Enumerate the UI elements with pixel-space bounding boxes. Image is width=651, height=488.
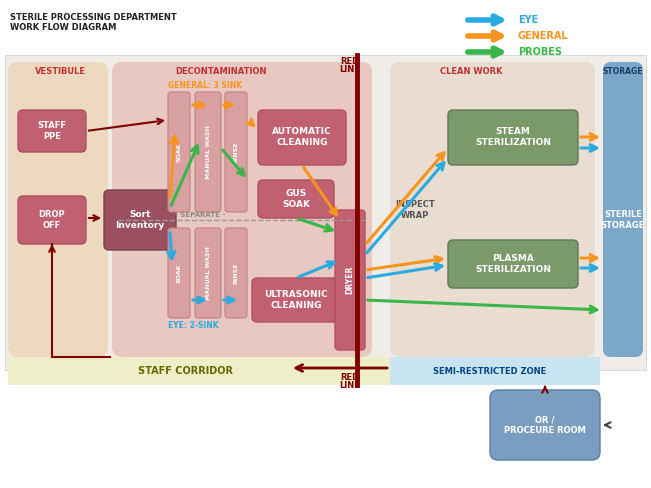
- FancyBboxPatch shape: [195, 228, 221, 318]
- FancyBboxPatch shape: [252, 278, 340, 322]
- Text: INSPECT
WRAP: INSPECT WRAP: [395, 200, 435, 220]
- Text: DECONTAMINATION: DECONTAMINATION: [175, 67, 266, 77]
- Bar: [8, 357, 390, 385]
- Text: VESTIBULE: VESTIBULE: [35, 67, 86, 77]
- Text: RED: RED: [340, 373, 359, 383]
- Text: ULTRASONIC
CLEANING: ULTRASONIC CLEANING: [264, 290, 328, 310]
- Text: AUTOMATIC
CLEANING: AUTOMATIC CLEANING: [272, 127, 332, 147]
- FancyBboxPatch shape: [112, 62, 372, 357]
- Text: STAFF
PPE: STAFF PPE: [38, 122, 66, 141]
- FancyBboxPatch shape: [18, 110, 86, 152]
- FancyBboxPatch shape: [8, 62, 108, 357]
- FancyBboxPatch shape: [168, 92, 190, 212]
- Text: STORAGE: STORAGE: [603, 67, 643, 77]
- Text: SOAK: SOAK: [176, 142, 182, 162]
- Text: CLEAN WORK: CLEAN WORK: [440, 67, 503, 77]
- Text: RINSE: RINSE: [234, 262, 238, 284]
- FancyBboxPatch shape: [258, 180, 334, 218]
- FancyBboxPatch shape: [448, 240, 578, 288]
- Text: DROP
OFF: DROP OFF: [38, 210, 65, 230]
- FancyBboxPatch shape: [225, 92, 247, 212]
- Text: LINE: LINE: [340, 65, 361, 75]
- Text: WORK FLOW DIAGRAM: WORK FLOW DIAGRAM: [10, 23, 117, 33]
- Text: PLASMA
STERILIZATION: PLASMA STERILIZATION: [475, 254, 551, 274]
- Text: STERILE
STORAGE: STERILE STORAGE: [601, 210, 645, 230]
- Bar: [5, 55, 646, 370]
- Text: Sort
Inventory: Sort Inventory: [115, 210, 165, 230]
- Text: STAFF CORRIDOR: STAFF CORRIDOR: [137, 366, 232, 376]
- FancyBboxPatch shape: [448, 110, 578, 165]
- FancyBboxPatch shape: [258, 110, 346, 165]
- Text: PROBES: PROBES: [518, 47, 562, 57]
- Bar: [390, 357, 600, 385]
- Text: MANUAL WASH: MANUAL WASH: [206, 246, 210, 300]
- FancyBboxPatch shape: [104, 190, 176, 250]
- FancyBboxPatch shape: [195, 92, 221, 212]
- FancyBboxPatch shape: [18, 196, 86, 244]
- Text: GENERAL: 3 SINK: GENERAL: 3 SINK: [168, 81, 242, 89]
- FancyBboxPatch shape: [390, 62, 595, 357]
- Text: RINSE: RINSE: [234, 141, 238, 163]
- Text: STEAM
STERILIZATION: STEAM STERILIZATION: [475, 127, 551, 147]
- Text: RED: RED: [340, 58, 359, 66]
- Text: EYE: 2-SINK: EYE: 2-SINK: [168, 322, 219, 330]
- FancyBboxPatch shape: [168, 228, 190, 318]
- Text: SEMI-RESTRICTED ZONE: SEMI-RESTRICTED ZONE: [434, 366, 547, 375]
- FancyBboxPatch shape: [603, 62, 643, 357]
- Text: GUS
SOAK: GUS SOAK: [282, 189, 310, 209]
- Text: DRYER: DRYER: [346, 266, 355, 294]
- FancyBboxPatch shape: [225, 228, 247, 318]
- FancyBboxPatch shape: [335, 210, 365, 350]
- Text: STERILE PROCESSING DEPARTMENT: STERILE PROCESSING DEPARTMENT: [10, 14, 177, 22]
- Text: SOAK: SOAK: [176, 263, 182, 283]
- Text: GENERAL: GENERAL: [518, 31, 568, 41]
- Text: LINE: LINE: [340, 382, 361, 390]
- Text: OR /
PROCEURE ROOM: OR / PROCEURE ROOM: [504, 415, 586, 435]
- Text: MANUAL WASH: MANUAL WASH: [206, 125, 210, 179]
- FancyBboxPatch shape: [490, 390, 600, 460]
- Text: EYE: EYE: [518, 15, 538, 25]
- Text: - SEPARATE -: - SEPARATE -: [175, 212, 225, 218]
